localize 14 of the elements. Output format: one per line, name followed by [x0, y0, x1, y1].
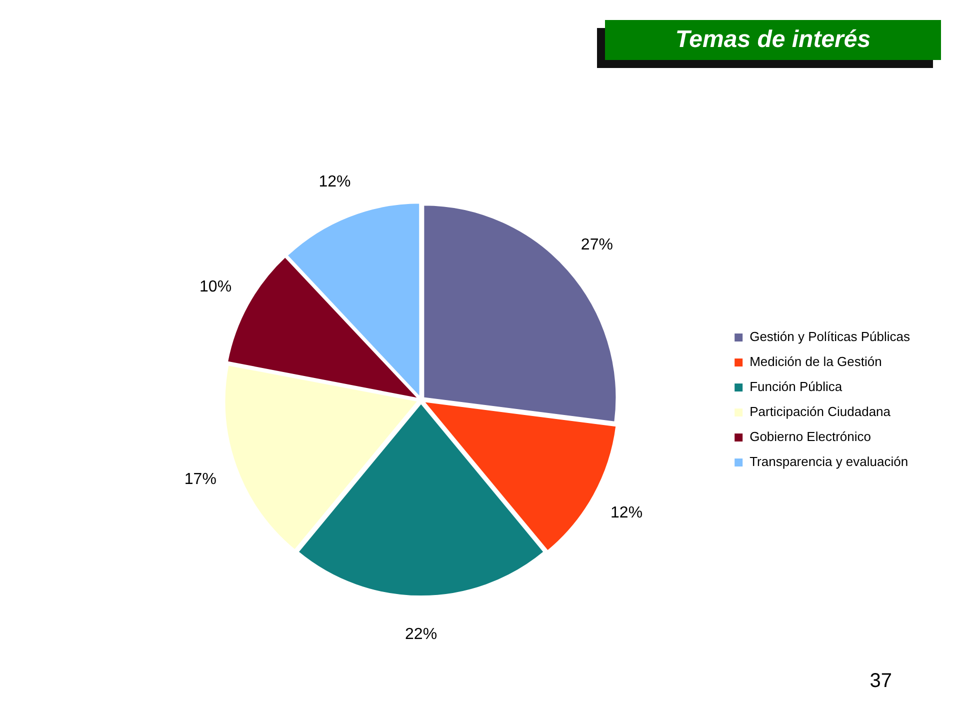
data-label: 17% — [184, 470, 216, 488]
data-label: 22% — [405, 626, 438, 643]
data-label: 27% — [580, 236, 613, 254]
legend-label: Gestión y Políticas Públicas — [750, 329, 910, 344]
legend-label: Función Pública — [750, 379, 843, 394]
legend-label: Gobierno Electrónico — [750, 429, 871, 444]
data-label: 12% — [610, 504, 643, 522]
chart-title: Temas de interés — [605, 20, 941, 60]
legend-label: Participación Ciudadana — [750, 404, 892, 420]
legend-label: Transparencia y evaluación — [750, 454, 908, 470]
text: 37 — [870, 670, 892, 693]
legend-label: Medición de la Gestión — [750, 354, 882, 370]
data-label: 12% — [318, 173, 351, 190]
data-label: 10% — [200, 278, 232, 296]
